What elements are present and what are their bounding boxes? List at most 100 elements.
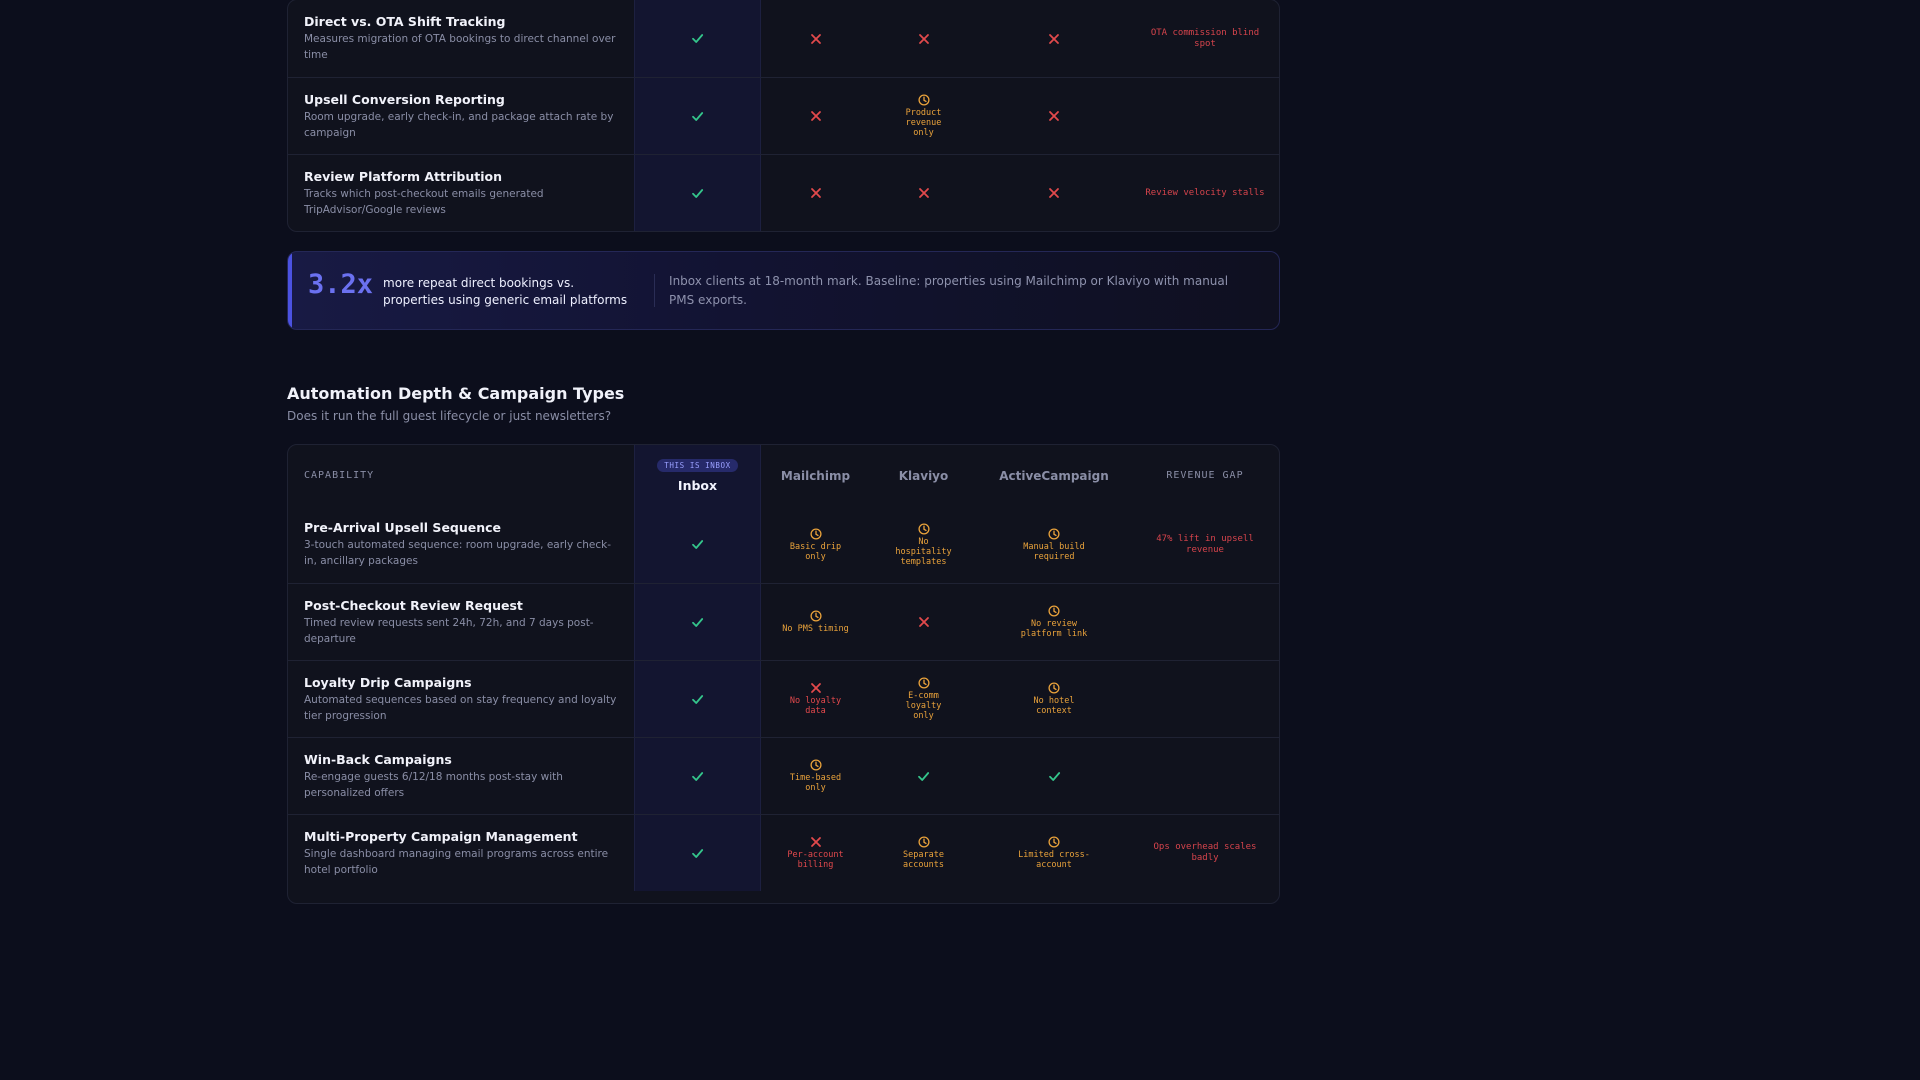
table-row: Post-Checkout Review Request Timed review… [288,583,1279,660]
capability-description: Single dashboard managing email programs… [304,847,609,876]
revenue-gap-text: Review velocity stalls [1145,187,1265,198]
table-header-row: CAPABILITY THIS IS INBOX Inbox Mailchimp… [288,445,1279,506]
clock-icon [1048,527,1060,540]
mailchimp-cell: No loyalty data [761,661,870,737]
activecampaign-note: Limited cross-account [1018,850,1090,870]
comparison-table-automation: CAPABILITY THIS IS INBOX Inbox Mailchimp… [287,444,1280,904]
clock-icon [809,527,822,540]
klaviyo-cell: Separate accounts [870,815,977,891]
capability-title: Upsell Conversion Reporting [304,91,505,107]
cross-icon [810,33,822,45]
revenue-gap-text: Ops overhead scales badly [1153,842,1257,863]
inbox-cell [634,506,761,583]
capability-cell: Win-Back Campaigns Re-engage guests 6/12/… [288,738,634,814]
check-icon [691,693,704,706]
activecampaign-cell [977,78,1131,154]
activecampaign-cell: Limited cross-account [977,815,1131,891]
check-icon [691,616,704,629]
header-activecampaign-label: ActiveCampaign [999,468,1109,483]
table-row: Multi-Property Campaign Management Single… [288,814,1279,891]
capability-title: Win-Back Campaigns [304,751,452,767]
capability-title: Post-Checkout Review Request [304,597,523,613]
check-icon [1048,770,1061,783]
inbox-cell [634,78,761,154]
revenue-gap-cell: Review velocity stalls [1131,155,1279,231]
activecampaign-cell: Manual build required [977,506,1131,583]
inbox-cell [634,155,761,231]
section-title: Automation Depth & Campaign Types [287,384,625,403]
activecampaign-cell [977,0,1131,77]
activecampaign-cell: No hotel context [977,661,1131,737]
table-row: Review Platform Attribution Tracks which … [288,154,1279,231]
revenue-gap-text: OTA commission blind spot [1150,27,1260,49]
header-activecampaign: ActiveCampaign [977,445,1131,506]
table-row: Pre-Arrival Upsell Sequence 3-touch autom… [288,506,1279,583]
klaviyo-cell: No hospitality templates [870,506,977,583]
capability-cell: Upsell Conversion Reporting Room upgrade,… [288,78,634,154]
cross-icon [810,682,822,694]
header-revenue-gap: REVENUE GAP [1131,445,1279,506]
mailchimp-cell [761,155,870,231]
inbox-cell [634,584,761,660]
activecampaign-note: No review platform link [1020,619,1088,639]
activecampaign-cell [977,738,1131,814]
inbox-cell [634,0,761,77]
capability-cell: Post-Checkout Review Request Timed review… [288,584,634,660]
mailchimp-note: No PMS timing [782,624,849,634]
capability-title: Pre-Arrival Upsell Sequence [304,520,502,535]
mailchimp-note: Time-based only [789,773,842,793]
cross-icon [810,187,822,199]
cross-icon [1048,33,1060,45]
capability-title: Review Platform Attribution [304,168,503,184]
clock-icon [917,836,930,848]
this-is-inbox-badge: THIS IS INBOX [657,458,738,472]
revenue-gap-cell [1131,78,1279,154]
capability-description: Measures migration of OTA bookings to di… [304,33,616,61]
check-icon [691,538,704,551]
section-subtitle: Does it run the full guest lifecycle or … [287,409,612,423]
clock-icon [809,610,822,622]
check-icon [691,847,704,860]
check-icon [691,32,704,45]
capability-cell: Loyalty Drip Campaigns Automated sequence… [288,661,634,737]
capability-title: Loyalty Drip Campaigns [304,674,472,690]
mailchimp-cell: Basic drip only [761,506,870,583]
stat-value: 3.2x [308,269,374,300]
check-icon [691,187,704,200]
inbox-cell [634,815,761,891]
cross-icon [810,110,822,122]
klaviyo-note: Separate accounts [903,850,944,870]
header-mailchimp-label: Mailchimp [780,468,851,483]
capability-cell: Direct vs. OTA Shift Tracking Measures mi… [288,0,634,77]
header-inbox: THIS IS INBOX Inbox [634,445,761,506]
table-row: Win-Back Campaigns Re-engage guests 6/12/… [288,737,1279,814]
header-klaviyo: Klaviyo [870,445,977,506]
mailchimp-cell: No PMS timing [761,584,870,660]
check-icon [917,770,930,783]
check-icon [691,770,704,783]
stat-description: Inbox clients at 18-month mark. Baseline… [669,273,1229,307]
mailchimp-note: No loyalty data [789,696,842,716]
stat-label: more repeat direct bookings vs. properti… [383,275,628,307]
header-inbox-label: Inbox [677,477,718,493]
capability-cell: Review Platform Attribution Tracks which … [288,155,634,231]
capability-cell: Multi-Property Campaign Management Single… [288,815,634,891]
cross-icon [1048,110,1060,122]
klaviyo-cell [870,584,977,660]
cross-icon [918,187,930,199]
klaviyo-note: No hospitality templates [895,536,952,567]
revenue-gap-cell [1131,738,1279,814]
activecampaign-note: No hotel context [1033,696,1075,716]
capability-description: Tracks which post-checkout emails genera… [304,187,544,216]
cross-icon [918,33,930,45]
clock-icon [809,759,822,771]
header-revenue-gap-label: REVENUE GAP [1166,470,1244,481]
table-row: Upsell Conversion Reporting Room upgrade,… [288,77,1279,154]
activecampaign-cell [977,155,1131,231]
revenue-gap-cell [1131,661,1279,737]
activecampaign-note: Manual build required [1023,541,1085,562]
klaviyo-cell [870,155,977,231]
header-mailchimp: Mailchimp [761,445,870,506]
capability-description: Timed review requests sent 24h, 72h, and… [304,616,594,645]
cross-icon [918,616,930,628]
